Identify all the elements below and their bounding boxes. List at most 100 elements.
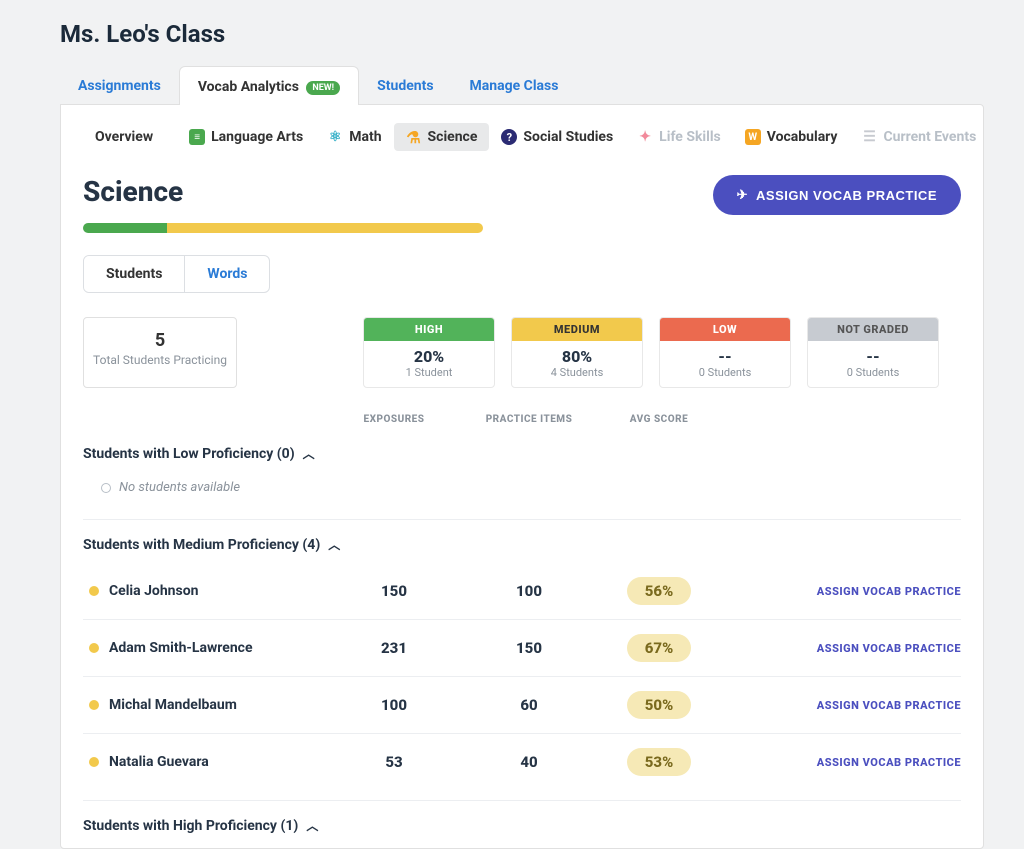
assign-vocab-practice-link[interactable]: ASSIGN VOCAB PRACTICE bbox=[817, 756, 961, 769]
student-avg-score: 50% bbox=[627, 691, 691, 719]
new-badge: NEW! bbox=[306, 81, 340, 95]
student-avg-score: 67% bbox=[627, 634, 691, 662]
subject-math[interactable]: ⚛ Math bbox=[315, 123, 393, 151]
no-students-label: No students available bbox=[119, 480, 240, 495]
subject-vocab-label: Vocabulary bbox=[767, 129, 838, 145]
proficiency-medium-title: MEDIUM bbox=[512, 318, 642, 341]
group-medium-header[interactable]: Students with Medium Proficiency (4) ︿ bbox=[83, 526, 961, 563]
proficiency-high-title: HIGH bbox=[364, 318, 494, 341]
subject-language-arts[interactable]: ≡ Language Arts bbox=[177, 123, 315, 151]
tab-vocab-label: Vocab Analytics bbox=[198, 79, 299, 95]
subject-math-label: Math bbox=[349, 129, 381, 145]
proficiency-dot-icon bbox=[89, 700, 99, 710]
subject-life-label: Life Skills bbox=[659, 129, 721, 145]
student-row: Adam Smith-Lawrence23115067%ASSIGN VOCAB… bbox=[83, 620, 961, 677]
social-studies-icon: ? bbox=[501, 129, 517, 145]
subject-science[interactable]: ⚗ Science bbox=[394, 123, 490, 151]
subject-social-label: Social Studies bbox=[523, 129, 613, 145]
chevron-up-icon: ︿ bbox=[328, 536, 340, 553]
student-name[interactable]: Celia Johnson bbox=[109, 583, 198, 599]
assign-vocab-practice-button[interactable]: ✈ ASSIGN VOCAB PRACTICE bbox=[713, 175, 961, 215]
empty-indicator-icon bbox=[101, 483, 111, 493]
student-practice-items: 100 bbox=[516, 582, 542, 600]
assign-vocab-practice-link[interactable]: ASSIGN VOCAB PRACTICE bbox=[817, 642, 961, 655]
columns-header: EXPOSURES PRACTICE ITEMS AVG SCORE bbox=[83, 414, 961, 425]
divider bbox=[83, 519, 961, 520]
main-tabs: Assignments Vocab Analytics NEW! Student… bbox=[60, 66, 984, 105]
col-exposures: EXPOSURES bbox=[329, 414, 459, 425]
col-practice-items: PRACTICE ITEMS bbox=[459, 414, 599, 425]
proficiency-high-pct: 20% bbox=[364, 341, 494, 366]
tab-vocab-analytics[interactable]: Vocab Analytics NEW! bbox=[179, 66, 359, 105]
student-name[interactable]: Natalia Guevara bbox=[109, 754, 209, 770]
group-medium-label: Students with Medium Proficiency (4) bbox=[83, 537, 320, 553]
proficiency-ng-pct: -- bbox=[808, 341, 938, 366]
proficiency-dot-icon bbox=[89, 586, 99, 596]
proficiency-medium-sub: 4 Students bbox=[512, 366, 642, 387]
col-avg-score: AVG SCORE bbox=[599, 414, 719, 425]
proficiency-ng-title: NOT GRADED bbox=[808, 318, 938, 341]
tab-manage-class[interactable]: Manage Class bbox=[452, 66, 577, 105]
tab-students[interactable]: Students bbox=[359, 66, 451, 105]
subject-vocabulary[interactable]: W Vocabulary bbox=[733, 123, 850, 151]
proficiency-low-sub: 0 Students bbox=[660, 366, 790, 387]
chevron-up-icon: ︿ bbox=[303, 445, 315, 462]
sub-tabs: Students Words bbox=[83, 255, 270, 293]
science-icon: ⚗ bbox=[406, 129, 422, 145]
math-icon: ⚛ bbox=[327, 129, 343, 145]
student-name[interactable]: Adam Smith-Lawrence bbox=[109, 640, 253, 656]
subject-social-studies[interactable]: ? Social Studies bbox=[489, 123, 625, 151]
rocket-icon: ✈ bbox=[737, 187, 748, 203]
subtab-students[interactable]: Students bbox=[84, 256, 184, 292]
life-skills-icon: ✦ bbox=[637, 129, 653, 145]
subject-lang-label: Language Arts bbox=[211, 129, 303, 145]
subject-current-events[interactable]: ☰ Current Events bbox=[849, 123, 988, 151]
divider bbox=[83, 800, 961, 801]
group-high-label: Students with High Proficiency (1) bbox=[83, 818, 298, 834]
student-avg-score: 53% bbox=[627, 748, 691, 776]
student-exposures: 100 bbox=[381, 696, 407, 714]
progress-medium-segment bbox=[167, 223, 483, 233]
proficiency-notgraded-box[interactable]: NOT GRADED -- 0 Students bbox=[807, 317, 939, 388]
proficiency-low-title: LOW bbox=[660, 318, 790, 341]
total-students-count: 5 bbox=[92, 330, 228, 351]
student-name[interactable]: Michal Mandelbaum bbox=[109, 697, 237, 713]
student-avg-score: 56% bbox=[627, 577, 691, 605]
student-practice-items: 40 bbox=[520, 753, 537, 771]
student-exposures: 53 bbox=[385, 753, 402, 771]
proficiency-medium-pct: 80% bbox=[512, 341, 642, 366]
panel: Overview ≡ Language Arts ⚛ Math ⚗ Scienc… bbox=[60, 104, 984, 849]
assign-vocab-practice-link[interactable]: ASSIGN VOCAB PRACTICE bbox=[817, 585, 961, 598]
proficiency-ng-sub: 0 Students bbox=[808, 366, 938, 387]
current-events-icon: ☰ bbox=[861, 129, 877, 145]
student-exposures: 150 bbox=[381, 582, 407, 600]
total-students-box: 5 Total Students Practicing bbox=[83, 317, 237, 388]
proficiency-medium-box[interactable]: MEDIUM 80% 4 Students bbox=[511, 317, 643, 388]
group-low-label: Students with Low Proficiency (0) bbox=[83, 446, 295, 462]
subject-bar: Overview ≡ Language Arts ⚛ Math ⚗ Scienc… bbox=[83, 123, 961, 151]
student-row: Celia Johnson 150 100 56% ASSIGN VOCAB PRACT… bbox=[83, 563, 961, 620]
proficiency-dot-icon bbox=[89, 757, 99, 767]
chevron-up-icon: ︿ bbox=[306, 817, 318, 834]
subtab-words[interactable]: Words bbox=[184, 256, 269, 292]
student-practice-items: 60 bbox=[520, 696, 537, 714]
no-students-row: No students available bbox=[83, 472, 961, 513]
assign-btn-label: ASSIGN VOCAB PRACTICE bbox=[756, 188, 937, 203]
proficiency-high-box[interactable]: HIGH 20% 1 Student bbox=[363, 317, 495, 388]
tab-assignments[interactable]: Assignments bbox=[60, 66, 179, 105]
vocabulary-icon: W bbox=[745, 129, 761, 145]
language-arts-icon: ≡ bbox=[189, 129, 205, 145]
subject-overview[interactable]: Overview bbox=[83, 123, 165, 151]
proficiency-dot-icon bbox=[89, 643, 99, 653]
proficiency-low-box[interactable]: LOW -- 0 Students bbox=[659, 317, 791, 388]
student-practice-items: 150 bbox=[516, 639, 542, 657]
subject-life-skills[interactable]: ✦ Life Skills bbox=[625, 123, 733, 151]
group-high-header[interactable]: Students with High Proficiency (1) ︿ bbox=[83, 807, 961, 848]
total-students-label: Total Students Practicing bbox=[92, 353, 228, 367]
assign-vocab-practice-link[interactable]: ASSIGN VOCAB PRACTICE bbox=[817, 699, 961, 712]
proficiency-progress-bar bbox=[83, 223, 483, 233]
section-title: Science bbox=[83, 175, 183, 208]
student-row: Natalia Guevara 53 40 53% ASSIGN VOCAB PRACT… bbox=[83, 734, 961, 790]
group-low-header[interactable]: Students with Low Proficiency (0) ︿ bbox=[83, 435, 961, 472]
subject-science-label: Science bbox=[428, 129, 478, 145]
